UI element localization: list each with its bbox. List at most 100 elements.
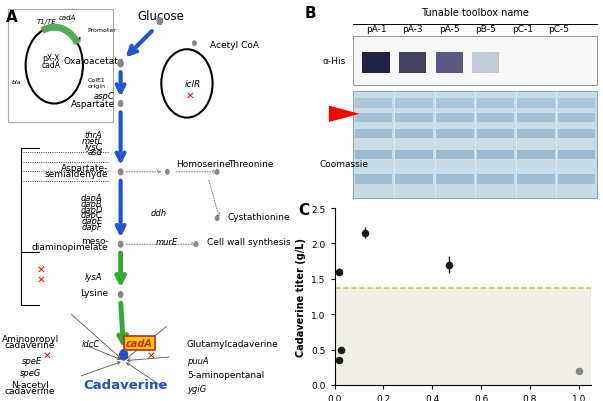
Bar xyxy=(476,130,514,139)
Text: Cystathionine: Cystathionine xyxy=(228,212,290,221)
Bar xyxy=(558,99,595,108)
Text: Tunable toolbox name: Tunable toolbox name xyxy=(421,8,529,18)
Bar xyxy=(558,150,595,160)
Bar xyxy=(396,175,433,184)
Circle shape xyxy=(193,42,196,47)
Text: idcC: idcC xyxy=(81,340,99,348)
Bar xyxy=(558,175,595,184)
Text: 5-aminopentanal: 5-aminopentanal xyxy=(187,371,264,379)
Bar xyxy=(353,92,597,198)
Text: pA-3: pA-3 xyxy=(402,24,423,34)
Text: iclR: iclR xyxy=(185,80,201,89)
Text: Glucose: Glucose xyxy=(138,10,185,23)
Text: A: A xyxy=(6,10,17,25)
Text: meso-: meso- xyxy=(81,236,109,245)
Bar xyxy=(558,130,595,139)
Text: pX-X: pX-X xyxy=(43,54,60,63)
Text: speE: speE xyxy=(22,356,42,365)
Text: Oxaloacetate: Oxaloacetate xyxy=(63,57,124,65)
Text: N-acetyl: N-acetyl xyxy=(11,381,49,389)
Text: cadA: cadA xyxy=(42,61,61,69)
Bar xyxy=(517,99,555,108)
Circle shape xyxy=(118,101,123,107)
Bar xyxy=(353,37,597,86)
Text: origin: origin xyxy=(87,84,106,89)
Text: cadaverine: cadaverine xyxy=(5,340,55,349)
Polygon shape xyxy=(329,106,359,123)
FancyBboxPatch shape xyxy=(124,336,154,350)
Text: pA-5: pA-5 xyxy=(439,24,459,34)
Bar xyxy=(517,130,555,139)
Text: asd: asd xyxy=(87,148,103,157)
Text: Aspartate-: Aspartate- xyxy=(61,164,109,173)
Text: ddh: ddh xyxy=(151,209,167,218)
Bar xyxy=(335,288,591,385)
Circle shape xyxy=(118,61,123,68)
Circle shape xyxy=(166,170,169,175)
Bar xyxy=(355,99,393,108)
Bar xyxy=(355,175,393,184)
Text: dapD: dapD xyxy=(80,205,103,214)
Text: pB-5: pB-5 xyxy=(475,24,496,34)
Circle shape xyxy=(120,350,127,360)
Bar xyxy=(436,150,473,160)
Bar xyxy=(436,175,473,184)
Text: puuA: puuA xyxy=(187,356,209,365)
Text: lysC: lysC xyxy=(85,142,103,151)
Text: cadA: cadA xyxy=(126,338,153,348)
Text: dapE: dapE xyxy=(81,217,103,225)
Circle shape xyxy=(194,242,198,247)
Bar xyxy=(476,99,514,108)
Text: pC-1: pC-1 xyxy=(512,24,533,34)
Text: ColE1: ColE1 xyxy=(87,78,105,83)
Bar xyxy=(517,175,555,184)
Circle shape xyxy=(157,18,162,26)
Text: T1/TE: T1/TE xyxy=(37,19,57,25)
Text: diaminopimelate: diaminopimelate xyxy=(32,242,109,251)
Text: Lysine: Lysine xyxy=(80,288,109,297)
Text: metL: metL xyxy=(81,137,103,146)
Bar xyxy=(476,113,514,123)
Bar xyxy=(476,150,514,160)
Bar xyxy=(517,150,555,160)
Bar xyxy=(435,53,463,74)
Text: dapB: dapB xyxy=(81,200,103,209)
Circle shape xyxy=(118,170,123,175)
Bar xyxy=(476,175,514,184)
Text: murE: murE xyxy=(156,237,177,246)
Text: dapA: dapA xyxy=(81,194,103,203)
Text: cadaverine: cadaverine xyxy=(5,387,55,395)
Text: bla: bla xyxy=(12,80,21,85)
Text: speG: speG xyxy=(19,368,41,377)
Circle shape xyxy=(215,170,219,175)
Text: ✕: ✕ xyxy=(36,274,45,284)
Bar xyxy=(355,113,393,123)
Bar xyxy=(517,113,555,123)
Text: C: C xyxy=(298,203,309,217)
Text: lysA: lysA xyxy=(85,272,103,281)
Text: ✕: ✕ xyxy=(36,264,45,273)
Bar xyxy=(396,99,433,108)
FancyBboxPatch shape xyxy=(7,10,113,122)
Text: Cadaverine: Cadaverine xyxy=(83,379,167,391)
Bar xyxy=(436,113,473,123)
Text: dapF: dapF xyxy=(82,222,103,231)
Text: semialdehyde: semialdehyde xyxy=(45,170,109,179)
Text: ✕: ✕ xyxy=(147,350,155,360)
Bar xyxy=(472,53,499,74)
Text: ✕: ✕ xyxy=(186,91,194,100)
Text: Promoter: Promoter xyxy=(87,28,116,32)
Y-axis label: Cadaverine titer (g/L): Cadaverine titer (g/L) xyxy=(295,237,306,356)
Bar xyxy=(558,113,595,123)
Bar xyxy=(436,99,473,108)
Text: Aspartate: Aspartate xyxy=(71,100,115,109)
Bar xyxy=(355,150,393,160)
Text: Coomassie: Coomassie xyxy=(320,159,369,168)
Circle shape xyxy=(118,292,123,298)
Text: ygiG: ygiG xyxy=(187,384,206,393)
Text: cadA: cadA xyxy=(59,15,77,21)
Text: pC-5: pC-5 xyxy=(548,24,569,34)
Bar xyxy=(396,130,433,139)
Text: α-His: α-His xyxy=(323,57,346,66)
Circle shape xyxy=(118,242,123,247)
